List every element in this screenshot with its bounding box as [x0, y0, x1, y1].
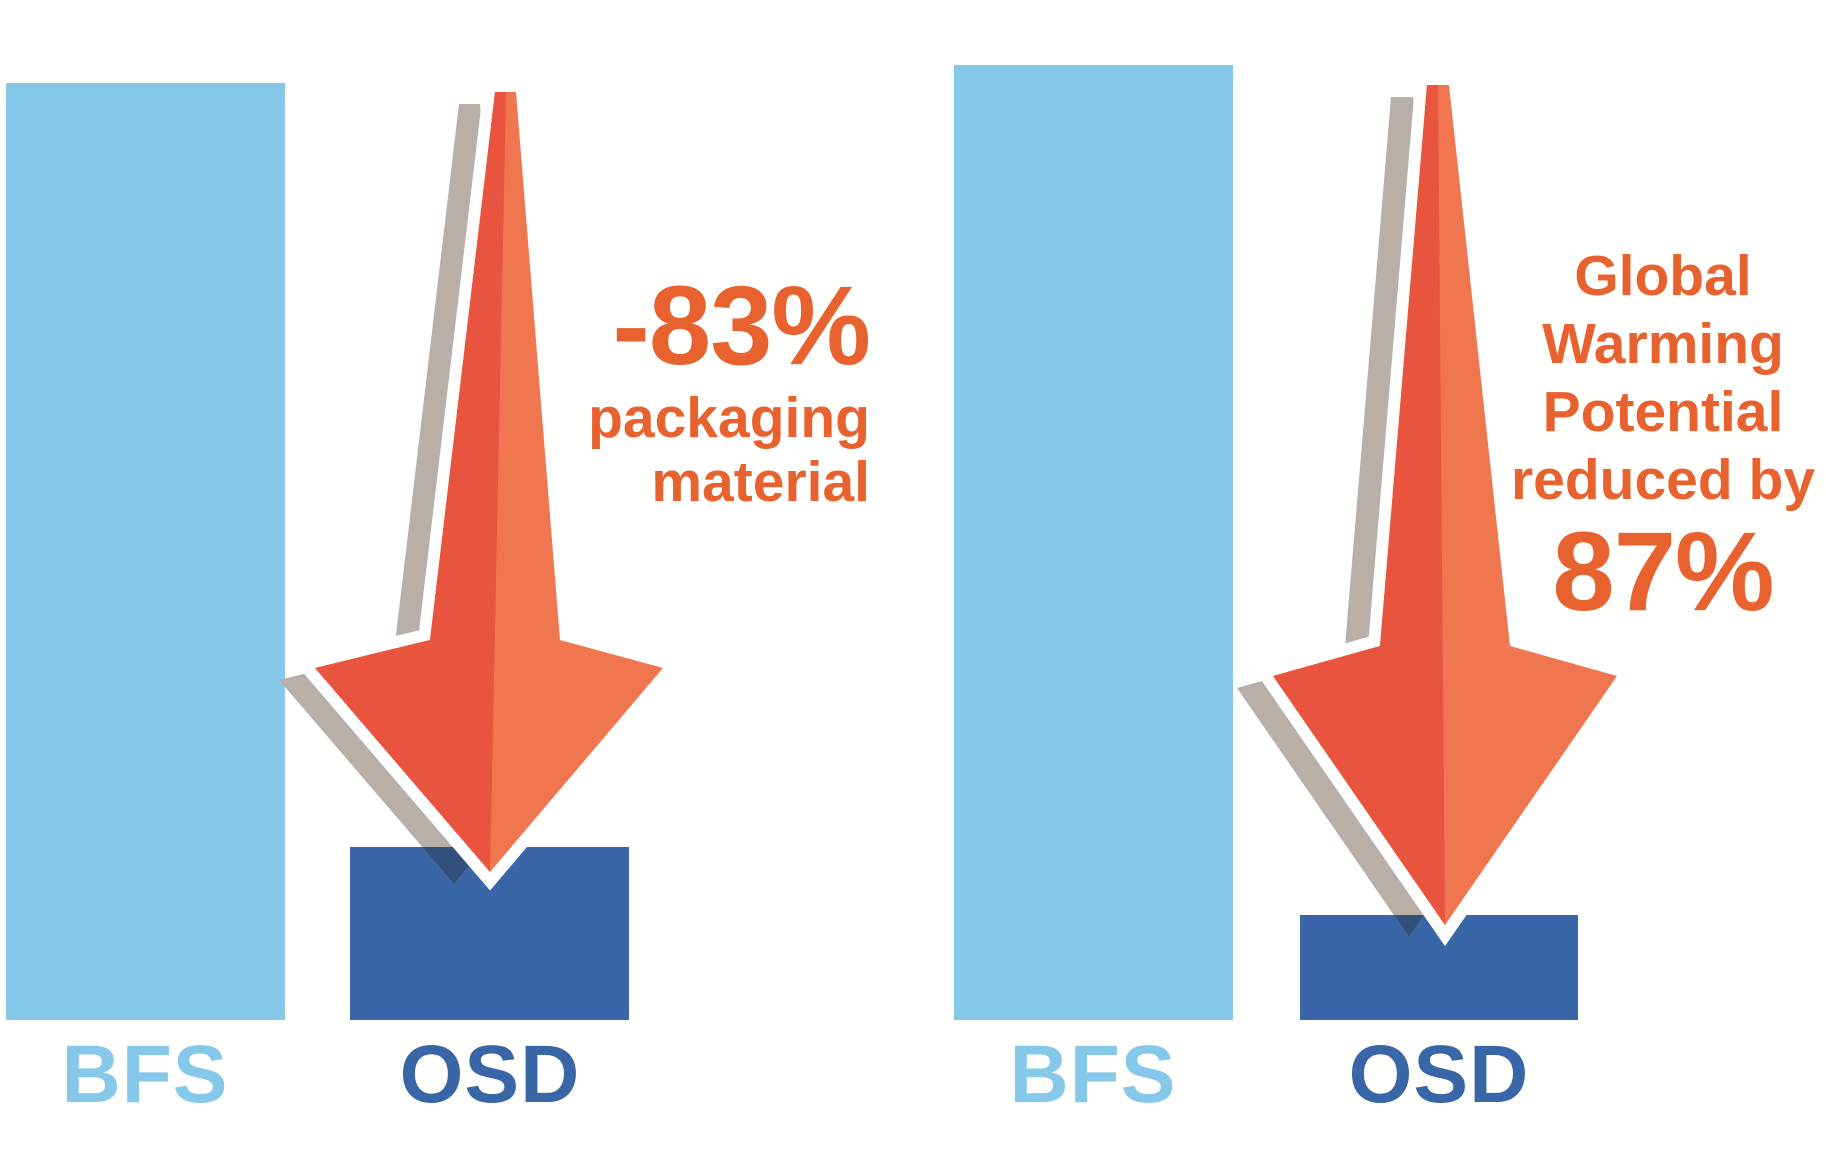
- gwp-reduction-callout: Global Warming Potential reduced by 87%: [1511, 242, 1815, 630]
- osd-axis-label-packaging: OSD: [399, 1029, 581, 1120]
- packaging-callout-line: material: [651, 450, 870, 514]
- packaging-callout-line: packaging: [588, 386, 870, 450]
- osd-axis-label-gwp: OSD: [1348, 1029, 1530, 1120]
- gwp-callout-line: Global: [1574, 244, 1752, 308]
- osd-bar-packaging: [350, 847, 629, 1020]
- bfs-bar-gwp: [954, 65, 1233, 1020]
- left-arrow-shadow-icon: [279, 104, 627, 884]
- gwp-callout-line: Warming: [1542, 312, 1784, 376]
- packaging-reduction-value: -83%: [612, 263, 871, 388]
- gwp-reduction-value: 87%: [1552, 509, 1774, 634]
- bfs-axis-label-gwp: BFS: [1009, 1029, 1177, 1120]
- bfs-bar-packaging: [6, 83, 285, 1020]
- bfs-axis-label-packaging: BFS: [61, 1029, 229, 1120]
- osd-bar-gwp: [1300, 915, 1578, 1020]
- packaging-reduction-callout: -83% packaging material: [588, 263, 871, 515]
- gwp-callout-line: reduced by: [1510, 448, 1816, 512]
- gwp-callout-line: Potential: [1542, 380, 1784, 444]
